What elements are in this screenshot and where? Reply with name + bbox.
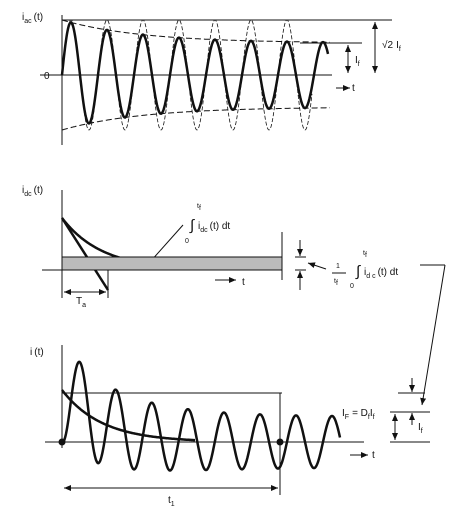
average-band <box>61 256 283 271</box>
integrand: id c (t) dt <box>364 267 398 280</box>
tangent-line <box>60 217 110 291</box>
integral-sign: ∫ <box>189 217 196 234</box>
lower-limit: 0 <box>350 283 354 290</box>
time-label: t <box>242 277 245 288</box>
y-label: iac (t) <box>22 12 43 25</box>
y-label: idc (t) <box>22 185 43 198</box>
integrand: idc (t) dt <box>198 221 230 234</box>
rms-label: If <box>418 422 423 435</box>
pointer <box>307 262 327 270</box>
time-constant-label: Ta <box>76 296 86 309</box>
lower-envelope <box>61 107 330 131</box>
time-label: t <box>372 450 375 461</box>
integral-sign: ∫ <box>355 263 362 280</box>
integral-label: tf ∫ 0 idc (t) dt <box>185 203 230 245</box>
lower-limit: 0 <box>185 238 189 245</box>
zero-label: 0 <box>44 71 50 82</box>
time-label: t <box>352 83 355 94</box>
rms-label: If <box>355 55 360 68</box>
total-wave <box>61 360 342 472</box>
duration-label: t1 <box>168 495 175 508</box>
numerator: 1 <box>336 263 340 270</box>
equivalent-label: IF = DfIf <box>342 408 375 421</box>
average-label: 1 tf tf ∫ 0 id c (t) dt <box>334 250 398 290</box>
upper-envelope <box>61 19 330 43</box>
peak-label: √2 If <box>382 39 401 53</box>
denominator: tf <box>334 278 338 287</box>
dc-decay <box>61 389 195 442</box>
y-label: i (t) <box>30 347 44 358</box>
leader <box>420 264 446 406</box>
leader <box>149 224 184 263</box>
steady-state-wave <box>61 19 313 131</box>
upper-limit: tf <box>363 250 367 259</box>
upper-limit: tf <box>197 203 201 212</box>
